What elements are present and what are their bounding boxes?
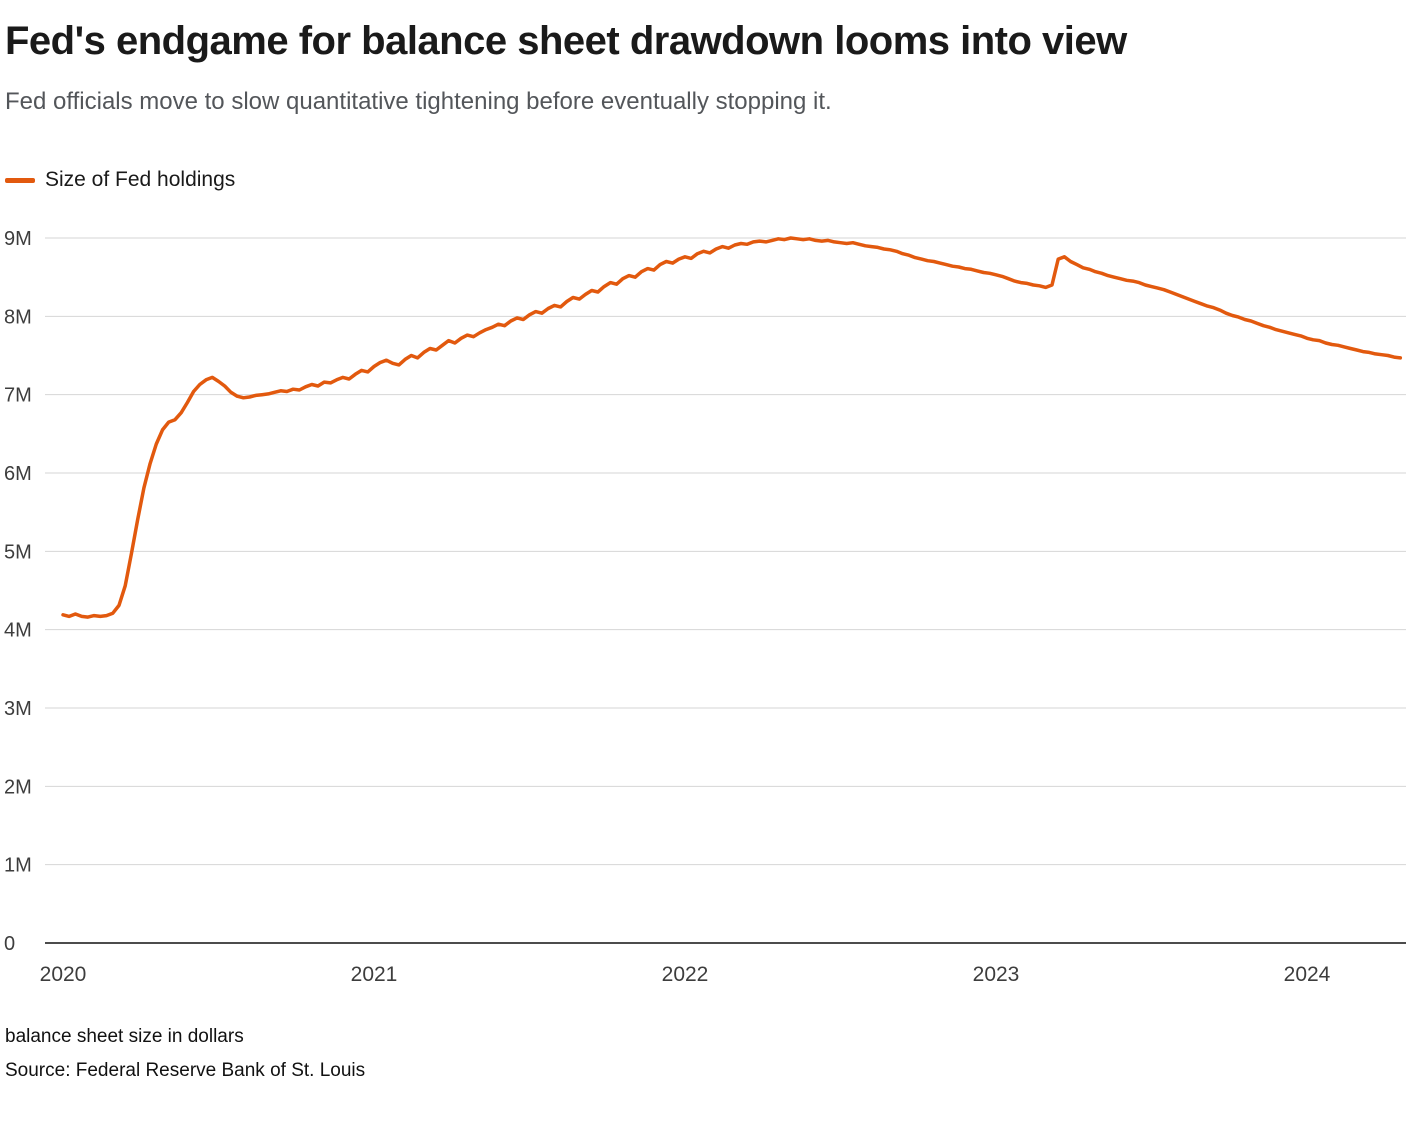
x-tick-label: 2023 xyxy=(973,963,1020,986)
chart-area: 0 1M 2M 3M 4M 5M 6M 7M 8M 9M 2020 2021 2022 2023 2024 xyxy=(0,206,1420,1006)
y-tick-label: 2M xyxy=(4,776,32,798)
y-tick-label: 7M xyxy=(4,385,32,407)
y-tick-label: 0 xyxy=(4,933,15,955)
fed-holdings-line-chart: 0 1M 2M 3M 4M 5M 6M 7M 8M 9M 2020 2021 2022 2023 2024 xyxy=(4,228,1406,986)
x-tick-label: 2020 xyxy=(40,963,87,986)
footnote-unit: balance sheet size in dollars xyxy=(5,1026,244,1047)
chart-subtitle: Fed officials move to slow quantitative … xyxy=(5,88,832,115)
y-tick-label: 5M xyxy=(4,541,32,563)
x-tick-label: 2021 xyxy=(351,963,398,986)
fed-holdings-series-line xyxy=(61,236,1403,619)
x-tick-label: 2024 xyxy=(1284,963,1331,986)
y-tick-label: 4M xyxy=(4,620,32,642)
chart-footnotes: balance sheet size in dollars Source: Fe… xyxy=(5,1020,1420,1088)
y-tick-label: 3M xyxy=(4,698,32,720)
y-tick-label: 6M xyxy=(4,463,32,485)
y-tick-label: 8M xyxy=(4,306,32,328)
x-tick-label: 2022 xyxy=(662,963,709,986)
y-tick-label: 1M xyxy=(4,855,32,877)
chart-legend: Size of Fed holdings xyxy=(5,168,1420,192)
footnote-source: Source: Federal Reserve Bank of St. Loui… xyxy=(5,1060,366,1082)
legend-label: Size of Fed holdings xyxy=(45,168,236,191)
legend-line-swatch-icon xyxy=(5,177,35,183)
y-tick-label: 9M xyxy=(4,228,32,250)
page-title: Fed's endgame for balance sheet drawdown… xyxy=(5,19,1127,63)
